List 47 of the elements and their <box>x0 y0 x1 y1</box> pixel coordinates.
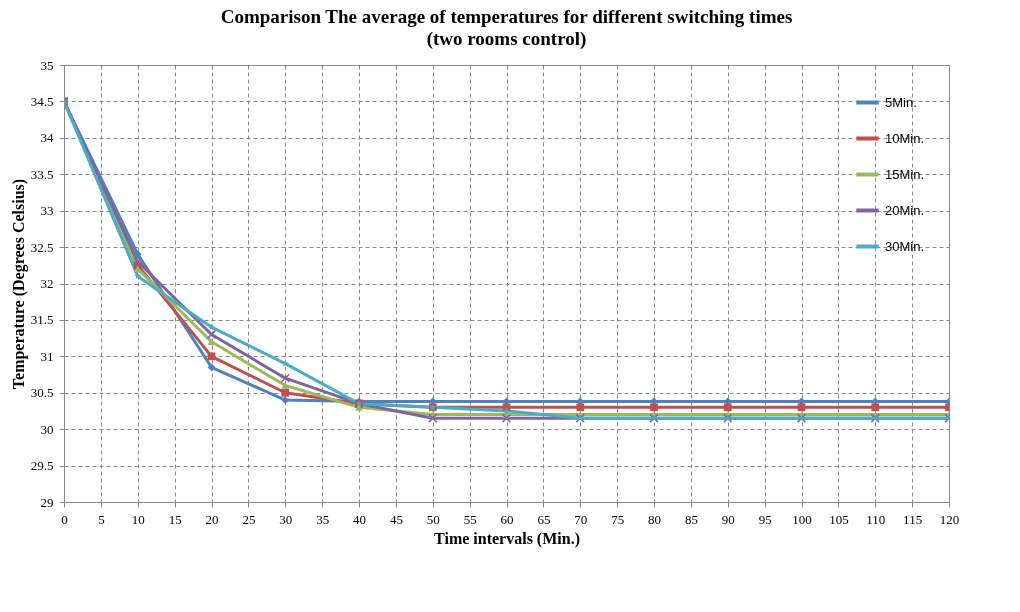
legend-label: 30Min. <box>885 238 925 254</box>
x-tick-label: 115 <box>903 511 923 527</box>
x-tick-label: 90 <box>721 511 735 527</box>
y-tick-label: 32 <box>40 276 54 291</box>
x-tick-label: 15 <box>168 511 182 527</box>
x-tick-label: 65 <box>537 511 551 527</box>
x-tick-label: 120 <box>939 511 960 527</box>
y-tick-label: 31.5 <box>30 312 54 328</box>
y-axis-title: Temperature (Degrees Celsius) <box>9 178 28 390</box>
x-tick-label: 105 <box>829 511 849 527</box>
y-tick-label: 29.5 <box>30 458 54 474</box>
x-tick-label: 35 <box>316 511 330 527</box>
chart-subtitle: (two rooms control) <box>426 28 587 50</box>
legend-label: 10Min. <box>885 130 925 146</box>
y-tick-label: 29 <box>40 494 54 510</box>
x-tick-label: 110 <box>866 511 886 527</box>
x-tick-label: 0 <box>61 511 68 527</box>
chart-title: Comparison The average of temperatures for different switching times <box>220 6 793 27</box>
x-tick-label: 25 <box>242 511 256 527</box>
y-tick-label: 33 <box>40 203 54 219</box>
x-tick-label: 55 <box>463 511 477 527</box>
legend-label: 20Min. <box>885 202 925 218</box>
x-tick-label: 70 <box>574 511 588 527</box>
legend-label: 15Min. <box>885 166 925 182</box>
y-tick-label: 34.5 <box>30 93 54 109</box>
y-tick-label: 35 <box>40 57 54 73</box>
x-tick-label: 100 <box>792 511 812 527</box>
x-tick-label: 80 <box>648 511 661 527</box>
x-tick-label: 45 <box>389 511 403 527</box>
y-tick-label: 30.5 <box>30 385 54 401</box>
x-tick-label: 30 <box>279 511 293 527</box>
y-tick-label: 31 <box>40 348 54 364</box>
x-tick-label: 60 <box>500 511 514 527</box>
y-tick-label: 30 <box>40 421 54 437</box>
y-tick-label: 33.5 <box>30 166 54 182</box>
x-tick-label: 10 <box>131 511 145 527</box>
legend-label: 5Min. <box>885 94 917 110</box>
y-tick-label: 32.5 <box>30 239 54 255</box>
x-tick-label: 20 <box>205 511 219 527</box>
x-axis-title: Time intervals (Min.) <box>434 529 580 548</box>
y-tick-label: 34 <box>40 130 54 146</box>
x-tick-label: 95 <box>758 511 772 527</box>
x-tick-label: 50 <box>426 511 440 527</box>
x-tick-label: 85 <box>684 511 698 527</box>
x-tick-label: 40 <box>353 511 366 527</box>
x-tick-label: 75 <box>611 511 625 527</box>
x-tick-label: 5 <box>98 511 105 527</box>
